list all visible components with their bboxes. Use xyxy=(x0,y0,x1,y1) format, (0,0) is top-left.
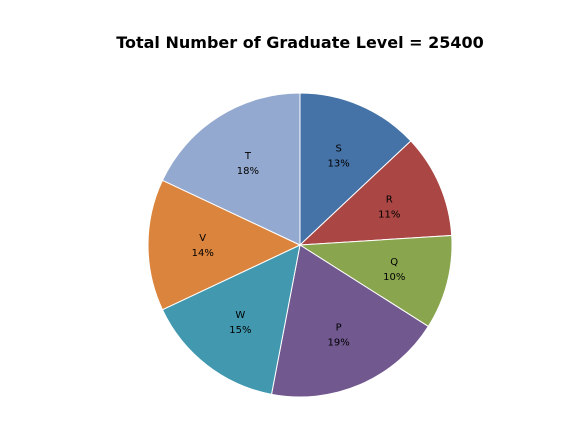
pie-slice-t xyxy=(161,92,301,246)
pie-labels: S 13% R 11% Q 10% P 19% W 15% V 14% T 18% xyxy=(192,144,406,349)
slice-label-p: P xyxy=(336,322,342,333)
pie-slice-p xyxy=(270,244,430,398)
slice-value-q: 10% xyxy=(383,272,405,283)
slice-label-q: Q xyxy=(390,257,398,268)
slice-label-s: S xyxy=(335,144,341,155)
slice-value-w: 15% xyxy=(229,325,251,336)
slice-label-t: T xyxy=(244,151,252,162)
pie-slice-v xyxy=(147,179,302,311)
pie-slice-q xyxy=(298,234,453,328)
chart-title: Total Number of Graduate Level = 25400 xyxy=(116,33,484,52)
slice-value-t: 18% xyxy=(237,166,259,177)
slice-label-v: V xyxy=(199,233,206,244)
pie-slice-r xyxy=(298,140,453,246)
slice-value-s: 13% xyxy=(328,159,350,170)
slice-value-v: 14% xyxy=(192,248,214,259)
slice-value-p: 19% xyxy=(328,337,350,348)
pie-slice-w xyxy=(161,244,301,395)
slice-label-r: R xyxy=(386,194,393,205)
pie-slices xyxy=(147,92,453,398)
slice-label-w: W xyxy=(235,310,245,321)
pie-slice-s xyxy=(299,92,412,247)
slice-value-r: 11% xyxy=(378,209,400,220)
